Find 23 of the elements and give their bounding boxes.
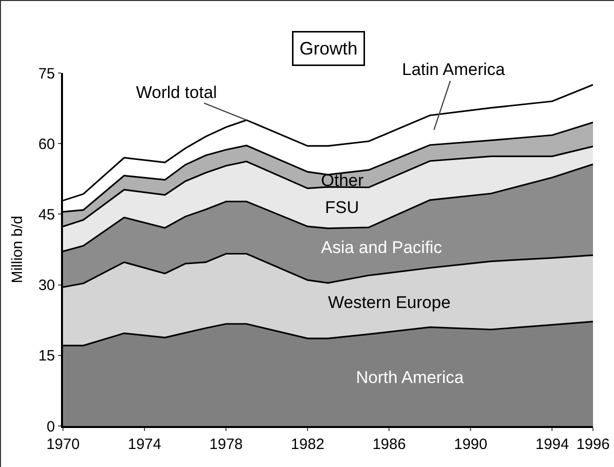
x-tick-label: 1986 [372, 436, 406, 453]
chart-title: Growth [300, 38, 358, 58]
series-label: Asia and Pacific [321, 238, 442, 257]
x-tick-label: 1974 [128, 436, 162, 453]
y-tick-label: 75 [38, 65, 55, 82]
x-tick-label: 1982 [290, 436, 324, 453]
x-tick-label: 1994 [536, 436, 569, 453]
y-axis-title: Million b/d [9, 216, 26, 284]
series-label: FSU [325, 198, 359, 217]
y-tick-label: 15 [38, 348, 55, 365]
annotation: World total [136, 83, 217, 102]
y-tick-label: 0 [46, 418, 55, 436]
series-label: North America [356, 368, 464, 387]
x-tick-label: 1996 [576, 436, 610, 453]
y-tick-label: 45 [38, 206, 55, 224]
series-label: Latin America [402, 60, 506, 79]
y-tick-label: 30 [38, 277, 55, 294]
y-tick-label: 60 [38, 136, 55, 153]
series-label: Other [321, 171, 364, 190]
x-tick-label: 1978 [209, 436, 243, 453]
x-tick-label: 1970 [46, 436, 80, 453]
x-tick-label: 1990 [454, 436, 488, 453]
series-label: Western Europe [328, 293, 451, 312]
